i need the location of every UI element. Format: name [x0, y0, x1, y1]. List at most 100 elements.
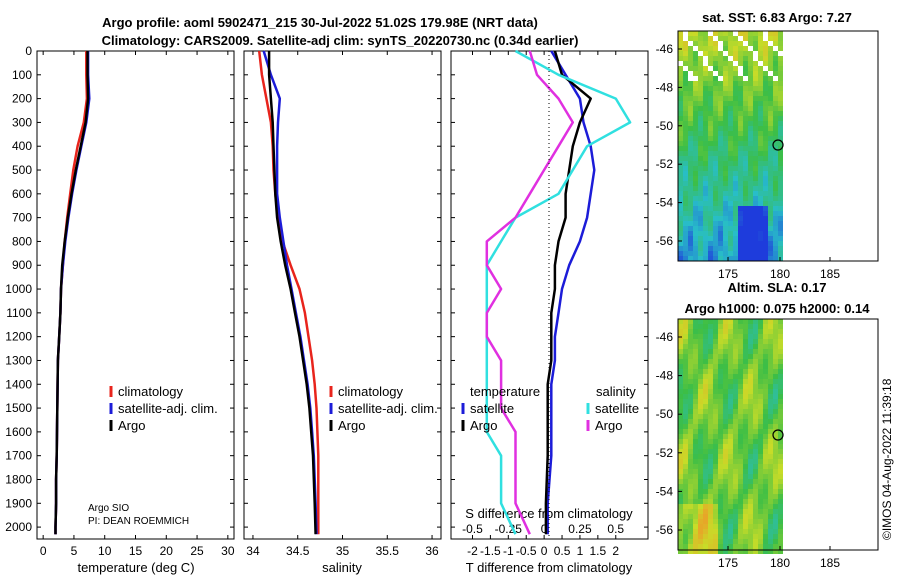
- map-cell: [703, 196, 708, 201]
- map-cell: [713, 379, 718, 384]
- map-cell: [768, 409, 773, 414]
- map-cell: [778, 236, 783, 241]
- map-y-tick-label: -46: [656, 330, 674, 344]
- map-cell: [733, 329, 738, 334]
- map-cell: [748, 319, 753, 324]
- map-cell: [688, 474, 693, 479]
- map-cell: [728, 459, 733, 464]
- map-cell: [738, 484, 743, 489]
- map-cell: [703, 106, 708, 111]
- map-cell: [693, 176, 698, 181]
- map-cell: [768, 454, 773, 459]
- map-cell: [728, 161, 733, 166]
- map-cell: [748, 201, 753, 206]
- x-tick-label: 15: [129, 544, 143, 558]
- map-cell: [738, 236, 743, 241]
- map-cell: [748, 246, 753, 251]
- map-cell: [728, 334, 733, 339]
- map-cell: [708, 126, 713, 131]
- map-cell: [718, 231, 723, 236]
- map-cell: [753, 419, 758, 424]
- map-cell: [763, 379, 768, 384]
- map-cell: [743, 519, 748, 524]
- map-cell: [693, 31, 698, 36]
- map-cell: [688, 534, 693, 539]
- map-cell: [758, 439, 763, 444]
- map-cell: [758, 166, 763, 171]
- map-cell: [738, 181, 743, 186]
- map-cell: [728, 251, 733, 256]
- map-cell: [753, 359, 758, 364]
- map-cell: [678, 221, 683, 226]
- map-cell: [743, 51, 748, 56]
- map-cell: [678, 106, 683, 111]
- map-cell: [708, 394, 713, 399]
- map-cell: [763, 374, 768, 379]
- map-cell: [773, 409, 778, 414]
- map-cell: [778, 439, 783, 444]
- map-cell: [723, 539, 728, 544]
- map-cell: [688, 369, 693, 374]
- map-cell: [778, 186, 783, 191]
- map-cell: [713, 201, 718, 206]
- map-cell: [758, 339, 763, 344]
- map-cell: [763, 349, 768, 354]
- map-cell: [763, 409, 768, 414]
- map-cell: [723, 484, 728, 489]
- map-cell: [693, 81, 698, 86]
- x-tick-label: 0: [541, 544, 548, 558]
- map-cell: [683, 354, 688, 359]
- map-cell: [733, 116, 738, 121]
- map-cell: [773, 216, 778, 221]
- map-cell: [768, 211, 773, 216]
- map-cell: [693, 454, 698, 459]
- map-cell: [718, 339, 723, 344]
- map-cell: [758, 404, 763, 409]
- map-cell: [723, 329, 728, 334]
- map-cell: [718, 126, 723, 131]
- map-cell: [723, 339, 728, 344]
- map-cell: [768, 101, 773, 106]
- map-cell: [768, 176, 773, 181]
- map-cell: [748, 101, 753, 106]
- map-cell: [778, 231, 783, 236]
- legend-label-temp-satellite: satellite: [470, 401, 514, 416]
- map-cell: [678, 494, 683, 499]
- map-cell: [728, 211, 733, 216]
- map-cell: [738, 161, 743, 166]
- map-cell: [688, 384, 693, 389]
- map-y-tick-label: -50: [656, 119, 674, 133]
- map-cell: [733, 236, 738, 241]
- map-cell: [763, 146, 768, 151]
- map-cell: [778, 141, 783, 146]
- map-cell: [698, 131, 703, 136]
- map-cell: [733, 136, 738, 141]
- map-cell: [753, 464, 758, 469]
- map-cell: [763, 251, 768, 256]
- map-cell: [763, 116, 768, 121]
- map-cell: [678, 196, 683, 201]
- map-cell: [758, 399, 763, 404]
- map-cell: [743, 96, 748, 101]
- map-cell: [758, 36, 763, 41]
- map-cell: [698, 489, 703, 494]
- map-cell: [693, 186, 698, 191]
- map-cell: [723, 146, 728, 151]
- map-cell: [678, 186, 683, 191]
- map-cell: [688, 171, 693, 176]
- map-cell: [773, 206, 778, 211]
- map-cell: [678, 116, 683, 121]
- map-cell: [718, 539, 723, 544]
- map-cell: [708, 176, 713, 181]
- map-cell: [728, 66, 733, 71]
- map-cell: [708, 469, 713, 474]
- map-cell: [693, 231, 698, 236]
- map-cell: [693, 41, 698, 46]
- map-cell: [698, 434, 703, 439]
- map-cell: [773, 479, 778, 484]
- map-cell: [748, 226, 753, 231]
- map-cell: [703, 344, 708, 349]
- map-cell: [733, 246, 738, 251]
- map-cell: [688, 349, 693, 354]
- x-tick-label: 1: [577, 544, 584, 558]
